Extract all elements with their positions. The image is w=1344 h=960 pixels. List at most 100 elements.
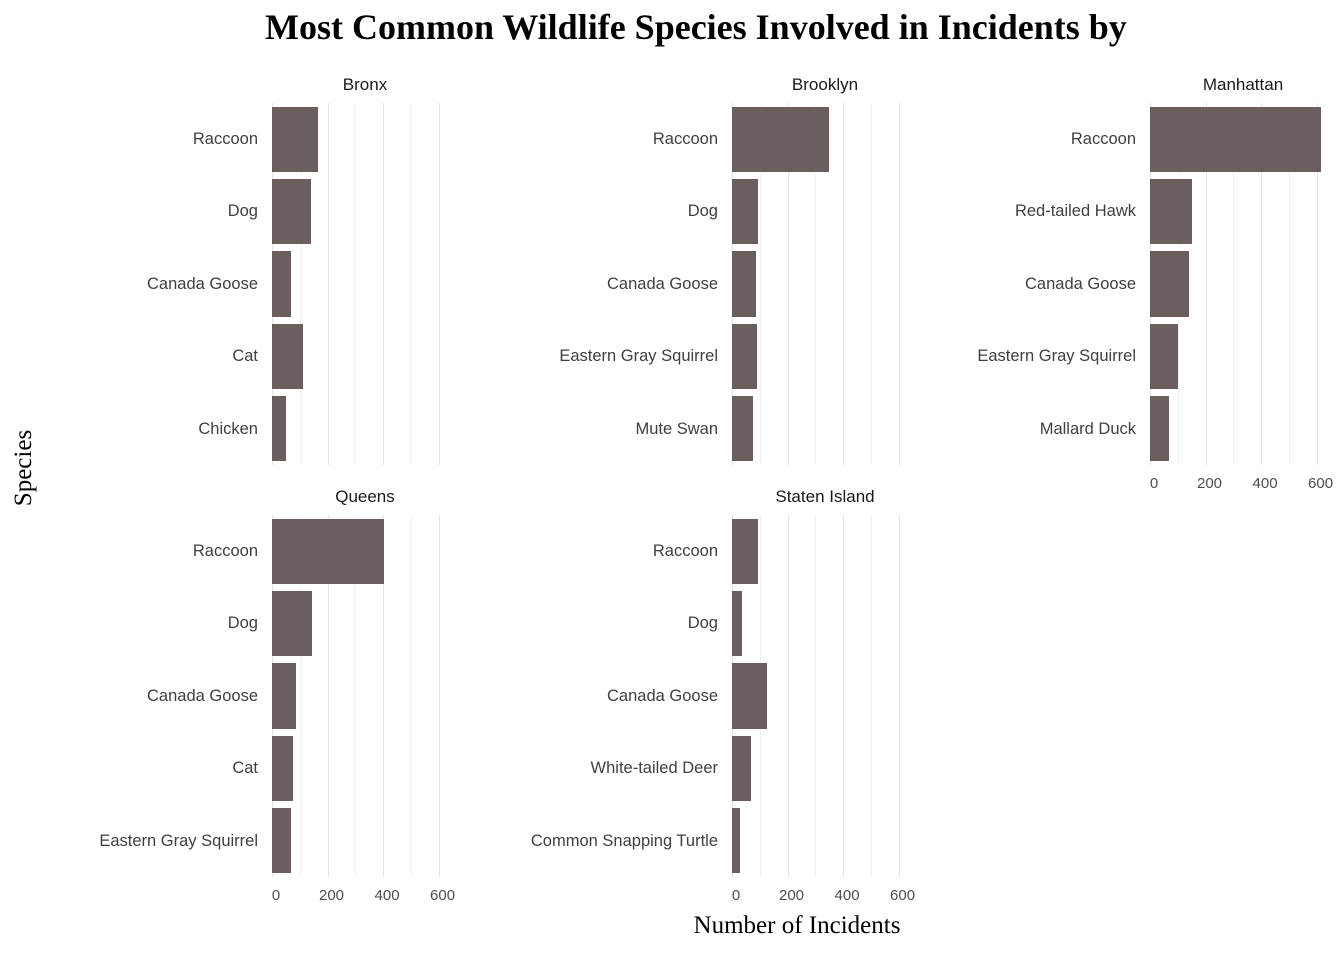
bar [732,663,767,729]
minor-gridline [815,103,817,465]
major-gridline [787,103,789,465]
bar [272,735,293,801]
facet-title: Manhattan [1202,75,1284,94]
x-tick-label: 600 [1308,475,1334,492]
minor-gridline [299,515,301,877]
bar [732,591,742,657]
category-label: Raccoon [192,130,258,148]
x-tick-label: 200 [319,887,345,904]
major-gridline [898,103,900,465]
bar [732,251,756,317]
bar [272,396,286,462]
bar [272,591,313,657]
x-tick-label: 0 [271,887,281,904]
category-label: Raccoon [652,130,718,148]
category-label: Canada Goose [147,686,258,705]
facet-title: Brooklyn [791,75,859,94]
x-tick-label: 400 [1252,475,1278,492]
minor-gridline [410,515,412,877]
plot-panel [272,103,458,465]
facet-title: Bronx [342,75,388,94]
category-label: Canada Goose [607,274,718,293]
x-tick-label: 600 [890,887,916,904]
facet-brooklyn: Brooklyn Raccoon Dog Canada Goose Eastern Gr… [470,75,918,465]
x-tick-label: 200 [1197,475,1223,492]
facet-staten-island: Staten Island Raccoon Dog Canada Goose White… [470,487,918,904]
facet-queens: Queens Raccoon Dog Canada Goose Cat Eastern G… [10,487,458,904]
facet-title: Queens [335,487,395,506]
category-label: Mallard Duck [1039,419,1136,438]
category-label: Dog [227,202,258,221]
minor-gridline [759,103,761,465]
category-label: Eastern Gray Squirrel [559,347,718,366]
x-tick-label: 0 [1149,475,1159,492]
x-tick-label: 200 [779,887,805,904]
x-tick-label: 400 [834,887,860,904]
major-gridline [1261,103,1263,465]
category-label: Canada Goose [1025,274,1136,293]
bar [732,518,759,584]
bar [1150,323,1178,389]
bar [272,179,311,245]
minor-gridline [355,103,357,465]
plot-panel [1150,103,1336,465]
bar [732,396,753,462]
category-label: Raccoon [652,542,718,560]
bar [1150,106,1321,172]
major-gridline [843,515,845,877]
category-label: Mute Swan [635,419,718,438]
bar [272,808,292,874]
minor-gridline [410,103,412,465]
plot-panel [732,103,918,465]
major-gridline [787,515,789,877]
category-label: Common Snapping Turtle [530,831,718,850]
bar [1150,179,1192,245]
category-label: Eastern Gray Squirrel [977,347,1136,366]
minor-gridline [355,515,357,877]
bar [732,735,752,801]
facet-bronx: Bronx Raccoon Dog Canada Goose Cat Chicken [10,75,458,465]
bar [1150,251,1189,317]
bar [272,663,296,729]
category-label: White-tailed Deer [590,759,718,778]
category-label: Cat [232,347,258,366]
bar [272,106,318,172]
chart-title: Most Common Wildlife Species Involved in… [265,7,1127,47]
plot-panel [272,515,458,877]
minor-gridline [1233,103,1235,465]
bar [732,106,830,172]
category-label: Eastern Gray Squirrel [99,831,258,850]
major-gridline [327,103,329,465]
major-gridline [1316,103,1318,465]
plot-panel [732,515,918,877]
minor-gridline [870,103,872,465]
category-label: Canada Goose [147,274,258,293]
minor-gridline [299,103,301,465]
minor-gridline [870,515,872,877]
major-gridline [438,515,440,877]
category-label: Dog [687,614,718,633]
category-label: Chicken [198,419,258,438]
category-label: Dog [687,202,718,221]
minor-gridline [815,515,817,877]
category-label: Canada Goose [607,686,718,705]
bar [732,179,759,245]
bar [272,323,303,389]
category-label: Raccoon [192,542,258,560]
category-label: Cat [232,759,258,778]
major-gridline [843,103,845,465]
major-gridline [383,103,385,465]
major-gridline [1205,103,1207,465]
minor-gridline [1288,103,1290,465]
x-axis-label: Number of Incidents [693,912,901,939]
bar [732,323,757,389]
x-tick-label: 0 [731,887,741,904]
category-label: Red-tailed Hawk [1014,202,1136,221]
bar [272,518,385,584]
major-gridline [327,515,329,877]
category-label: Dog [227,614,258,633]
major-gridline [898,515,900,877]
bar [732,808,741,874]
major-gridline [383,515,385,877]
